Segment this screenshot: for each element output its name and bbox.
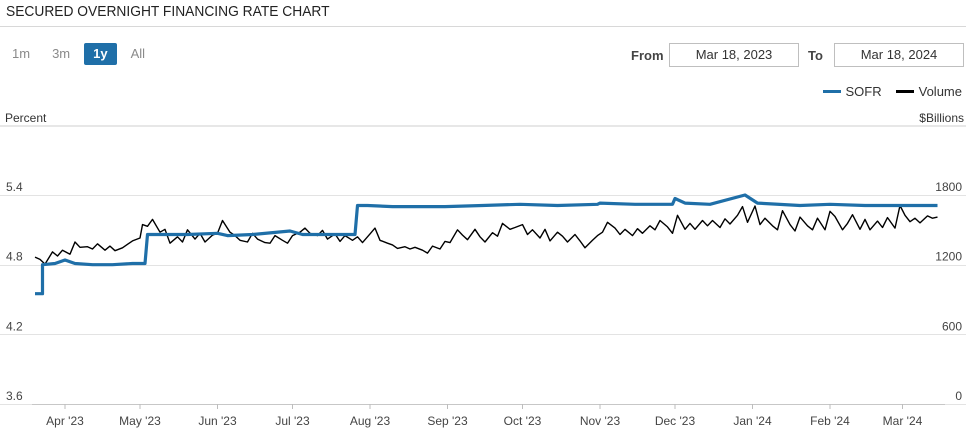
to-date-input[interactable]: Mar 18, 2024	[834, 43, 964, 67]
range-button-1m[interactable]: 1m	[12, 46, 31, 61]
left-axis-title: Percent	[5, 111, 47, 125]
page-title: SECURED OVERNIGHT FINANCING RATE CHART	[6, 3, 330, 20]
x-tick-label: Sep '23	[427, 414, 468, 428]
x-tick-label: Jul '23	[275, 414, 310, 428]
right-tick-label: 600	[942, 319, 962, 333]
right-tick-label: 1800	[935, 180, 962, 194]
left-tick-label: 3.6	[6, 389, 23, 403]
legend-item-volume[interactable]: Volume	[895, 84, 962, 99]
x-tick-label: Jan '24	[733, 414, 772, 428]
x-tick-label: Nov '23	[580, 414, 621, 428]
from-date-input[interactable]: Mar 18, 2023	[669, 43, 799, 67]
left-tick-label: 4.8	[6, 250, 23, 264]
x-tick-label: Dec '23	[655, 414, 696, 428]
legend-item-sofr[interactable]: SOFR	[822, 84, 882, 99]
x-tick-label: Oct '23	[504, 414, 542, 428]
x-tick-label: Mar '24	[883, 414, 923, 428]
left-tick-label: 5.4	[6, 180, 23, 194]
legend-label-volume: Volume	[918, 84, 962, 99]
series-line-sofr	[35, 193, 938, 296]
right-axis-title: $Billions	[919, 111, 964, 125]
range-button-1y[interactable]: 1y	[84, 43, 117, 65]
range-button-3m[interactable]: 3m	[52, 46, 71, 61]
legend-label-sofr: SOFR	[845, 84, 882, 99]
x-tick-label: Aug '23	[350, 414, 391, 428]
from-label: From	[631, 48, 664, 63]
legend-swatch-sofr	[822, 90, 841, 93]
range-selector: 1m 3m 1y All	[4, 43, 159, 65]
x-tick-label: May '23	[119, 414, 161, 428]
x-tick-label: Apr '23	[46, 414, 84, 428]
legend-swatch-volume	[895, 90, 914, 93]
title-divider	[0, 26, 966, 27]
chart-legend: SOFR Volume	[809, 84, 962, 99]
right-tick-label: 0	[955, 389, 962, 403]
range-button-all[interactable]: All	[130, 46, 146, 61]
x-tick-label: Feb '24	[810, 414, 850, 428]
left-tick-label: 4.2	[6, 319, 23, 333]
to-label: To	[808, 48, 823, 63]
x-tick-label: Jun '23	[198, 414, 237, 428]
series-line-volume	[34, 204, 938, 265]
right-tick-label: 1200	[935, 250, 962, 264]
